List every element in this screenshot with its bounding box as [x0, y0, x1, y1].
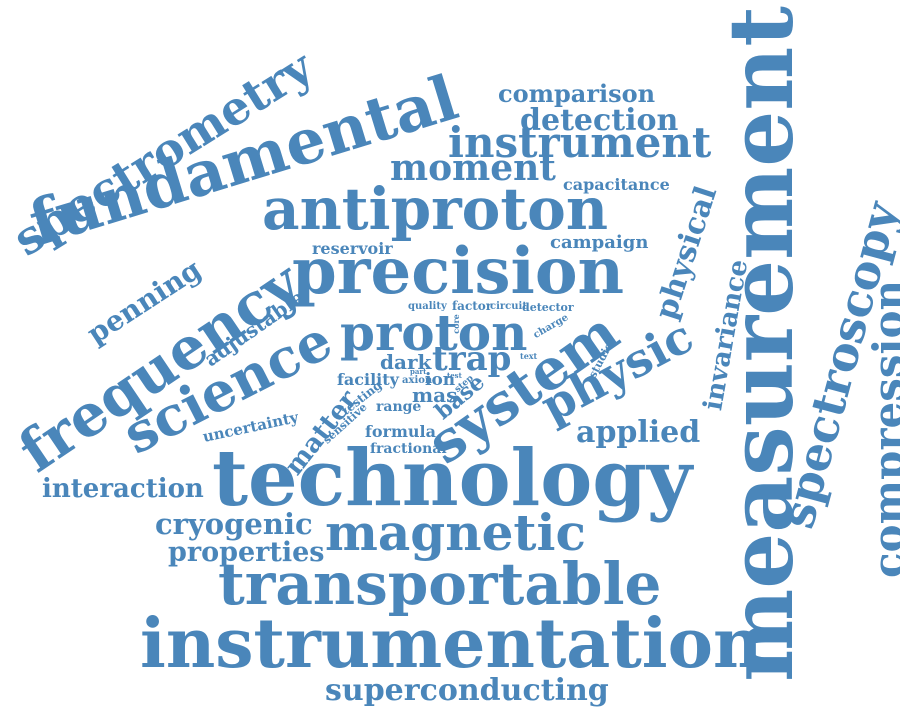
word-superconducting: superconducting	[325, 673, 609, 708]
word-text: text	[520, 351, 538, 361]
word-comparison: comparison	[498, 79, 656, 108]
word-detection: detection	[520, 103, 679, 138]
word-precision: precision	[292, 234, 625, 309]
word-factor: factor	[452, 299, 493, 313]
word-campaign: campaign	[550, 232, 649, 253]
word-technology: technology	[212, 433, 693, 524]
word-moment: moment	[390, 147, 556, 189]
word-core: core	[450, 314, 461, 334]
word-interaction: interaction	[42, 474, 204, 504]
word-instrumentation: instrumentation	[140, 604, 763, 684]
word-cryogenic: cryogenic	[155, 507, 313, 541]
word-instrument: instrument	[448, 118, 712, 167]
word-ion: ion	[425, 370, 456, 390]
word-applied: applied	[576, 415, 701, 450]
word-transportable: transportable	[218, 550, 662, 618]
word-part: part	[410, 367, 427, 376]
word-quality: quality	[408, 301, 447, 312]
word-compression: compression	[864, 279, 900, 579]
word-proton: proton	[340, 303, 528, 362]
word-trap: trap	[432, 339, 512, 379]
word-dark: dark	[380, 350, 432, 374]
word-range: range	[376, 399, 422, 415]
word-fractional: fractional	[370, 441, 447, 457]
word-mas: mas	[412, 383, 458, 407]
word-test: test	[447, 371, 462, 380]
word-detector: detector	[522, 301, 574, 314]
word-facility: facility	[337, 370, 399, 389]
word-axion: axion	[402, 375, 433, 386]
word-circuit: circuit	[490, 301, 527, 312]
word-formula: formula	[365, 422, 436, 441]
word-antiproton: antiproton	[262, 175, 609, 243]
word-magnetic: magnetic	[325, 503, 586, 562]
word-capacitance: capacitance	[563, 175, 670, 194]
word-properties: properties	[168, 537, 325, 568]
word-reservoir: reservoir	[312, 239, 393, 258]
